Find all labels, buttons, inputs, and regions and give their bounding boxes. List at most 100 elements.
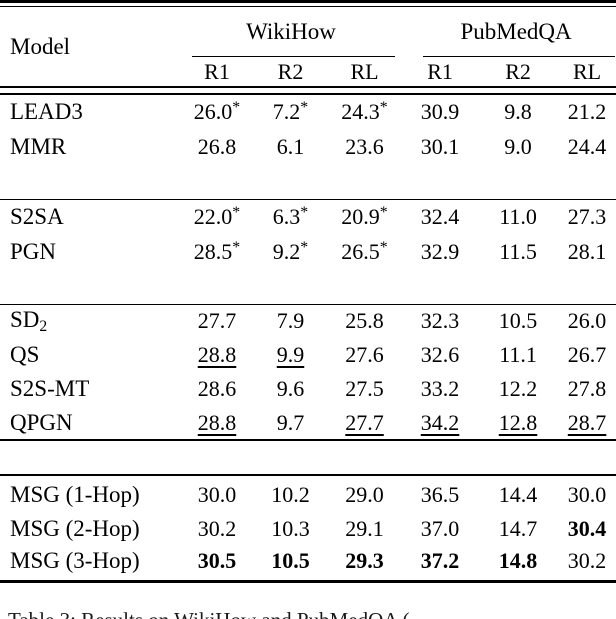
col-header-wikihow-rl: RL: [350, 58, 379, 84]
significance-asterisk: *: [300, 98, 309, 116]
metric-cell: 27.3: [567, 203, 607, 229]
metric-cell: 12.2: [498, 376, 538, 401]
model-cell: S2SA: [10, 203, 64, 229]
metric-cell: 27.6: [345, 342, 384, 367]
table-row: MSG (3-Hop) 30.5 10.5 29.3 37.2 14.8 30.2: [0, 545, 616, 577]
bottom-rule: [0, 580, 616, 583]
metric-cell: 6.1: [276, 133, 305, 159]
metric-cell: 26.7: [567, 342, 607, 367]
model-cell: PGN: [10, 238, 57, 264]
metric-cell: 10.2: [271, 481, 310, 507]
metric-cell: 10.3: [271, 516, 310, 541]
table-row: MMR 26.8 6.1 23.6 30.1 9.0 24.4: [0, 129, 616, 164]
col-group-pubmedqa: PubMedQA: [402, 7, 616, 57]
metric-cell: 27.8: [567, 376, 607, 401]
significance-asterisk: *: [379, 98, 388, 116]
col-header-pubmedqa-rl: RL: [572, 58, 602, 84]
col-header-wikihow-r1: R1: [204, 58, 230, 84]
model-cell: MSG (2-Hop): [10, 516, 140, 541]
metric-cell: 22.0*: [193, 203, 241, 229]
significance-asterisk: *: [232, 238, 241, 256]
metric-cell: 32.9: [420, 238, 460, 264]
col-header-model: Model: [10, 33, 71, 59]
metric-cell: 32.3: [420, 308, 460, 334]
metric-cell: 23.6: [345, 133, 384, 159]
metric-cell: 25.8: [345, 308, 384, 334]
col-group-pubmedqa-label: PubMedQA: [460, 19, 572, 44]
metric-cell: 30.2: [197, 516, 237, 541]
metric-cell: 9.9: [276, 342, 305, 367]
model-cell: QS: [10, 342, 40, 367]
col-header-pubmedqa-r1: R1: [427, 58, 453, 84]
significance-asterisk: *: [379, 238, 388, 256]
metric-cell: 36.5: [420, 481, 460, 507]
significance-asterisk: *: [300, 238, 309, 256]
metric-cell: 30.0: [567, 481, 607, 507]
table-row: S2SA 22.0* 6.3* 20.9* 32.4 11.0 27.3: [0, 199, 616, 234]
metric-cell: 27.7: [197, 308, 237, 334]
significance-asterisk: *: [232, 98, 241, 116]
metric-cell: 12.8: [498, 409, 538, 435]
metric-cell: 20.9*: [341, 203, 388, 229]
metric-cell: 26.8: [197, 133, 237, 159]
col-header-wikihow-r2: R2: [277, 58, 304, 84]
table-row: QPGN 28.8 9.7 27.7 34.2 12.8 28.7: [0, 406, 616, 440]
metric-cell: 7.9: [276, 308, 305, 334]
metric-cell: 14.8: [498, 548, 538, 573]
metric-cell: 11.0: [499, 203, 537, 229]
metric-cell: 30.1: [420, 133, 460, 159]
metric-cell: 24.3*: [341, 98, 388, 124]
metric-cell: 30.9: [420, 99, 460, 124]
table-row: QS 28.8 9.9 27.6 32.6 11.1 26.7: [0, 338, 616, 372]
metric-cell: 32.6: [420, 342, 460, 367]
metric-cell: 29.1: [345, 516, 384, 541]
model-cell: SD2: [10, 306, 48, 335]
metric-cell: 27.7: [345, 409, 384, 435]
table-row: PGN 28.5* 9.2* 26.5* 32.9 11.5 28.1: [0, 234, 616, 269]
col-group-wikihow-label: WikiHow: [246, 19, 336, 44]
metric-cell: 28.5*: [193, 238, 241, 264]
metric-cell: 21.2: [567, 99, 607, 124]
metric-cell: 9.7: [276, 409, 305, 435]
metric-cell: 30.5: [197, 548, 237, 573]
significance-asterisk: *: [232, 203, 241, 221]
metric-cell: 9.2*: [272, 238, 309, 264]
metric-cell: 37.0: [420, 516, 460, 541]
results-table: Model WikiHow PubMedQA R1 R2 RL R1 R2 RL LEAD…: [0, 7, 616, 577]
table-row: S2S-MT 28.6 9.6 27.5 33.2 12.2 27.8: [0, 372, 616, 406]
col-group-wikihow: WikiHow: [180, 7, 402, 57]
metric-cell: 26.0: [567, 308, 607, 334]
metric-cell: 26.5*: [341, 238, 388, 264]
section-divider: [0, 439, 616, 476]
metric-cell: 28.7: [567, 409, 607, 435]
top-rule-thick: [0, 0, 616, 3]
metric-cell: 14.7: [498, 516, 538, 541]
metric-cell: 9.6: [276, 376, 305, 401]
metric-cell: 29.0: [345, 481, 384, 507]
table-row: MSG (2-Hop) 30.2 10.3 29.1 37.0 14.7 30.4: [0, 513, 616, 545]
metric-cell: 7.2*: [272, 98, 309, 124]
metric-cell: 28.8: [197, 342, 237, 367]
metric-cell: 14.4: [498, 481, 538, 507]
table-row: SD2 27.7 7.9 25.8 32.3 10.5 26.0: [0, 304, 616, 338]
metric-cell: 29.3: [345, 548, 384, 573]
table-row: LEAD3 26.0* 7.2* 24.3* 30.9 9.8 21.2: [0, 94, 616, 129]
metric-cell: 11.1: [499, 342, 537, 367]
metric-cell: 28.1: [567, 238, 607, 264]
metric-cell: 6.3*: [272, 203, 309, 229]
metric-cell: 28.6: [197, 376, 237, 401]
metric-cell: 24.4: [567, 133, 607, 159]
metric-cell: 32.4: [420, 203, 460, 229]
metric-cell: 30.4: [567, 516, 607, 541]
col-header-pubmedqa-r2: R2: [505, 58, 531, 84]
metric-cell: 26.0*: [193, 98, 241, 124]
header-double-rule: [0, 86, 616, 95]
significance-asterisk: *: [379, 203, 388, 221]
model-cell: MSG (1-Hop): [10, 481, 140, 507]
metric-cell: 33.2: [420, 376, 460, 401]
top-rule-thin: [0, 5, 616, 7]
metric-cell: 11.5: [499, 238, 537, 264]
table-caption: Table 3: Results on WikiHow and PubMedQA…: [0, 607, 616, 619]
metric-cell: 10.5: [271, 548, 310, 573]
